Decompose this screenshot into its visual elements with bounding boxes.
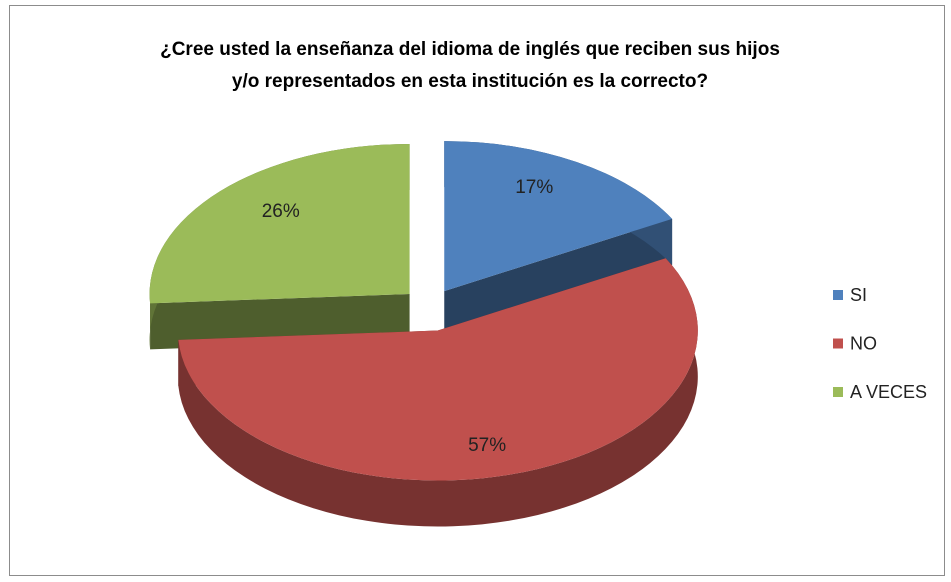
pie-slice bbox=[178, 258, 698, 527]
legend-swatch bbox=[833, 290, 843, 300]
slice-top bbox=[149, 143, 410, 304]
slice-top bbox=[444, 141, 673, 292]
chart-title: ¿Cree usted la enseñanza del idioma de i… bbox=[160, 39, 780, 60]
legend-label: NO bbox=[850, 333, 877, 353]
legend-swatch bbox=[833, 338, 843, 349]
data-label: 26% bbox=[262, 201, 300, 222]
data-label: 17% bbox=[515, 177, 553, 198]
legend-swatch bbox=[833, 387, 843, 397]
legend-label: SI bbox=[850, 285, 867, 305]
chart-title: y/o representados en esta institución es… bbox=[232, 71, 708, 92]
data-label: 57% bbox=[468, 435, 506, 456]
legend-label: A VECES bbox=[850, 382, 927, 402]
slice-top bbox=[178, 258, 698, 481]
pie-slice bbox=[444, 141, 673, 338]
slice-side bbox=[444, 218, 673, 338]
